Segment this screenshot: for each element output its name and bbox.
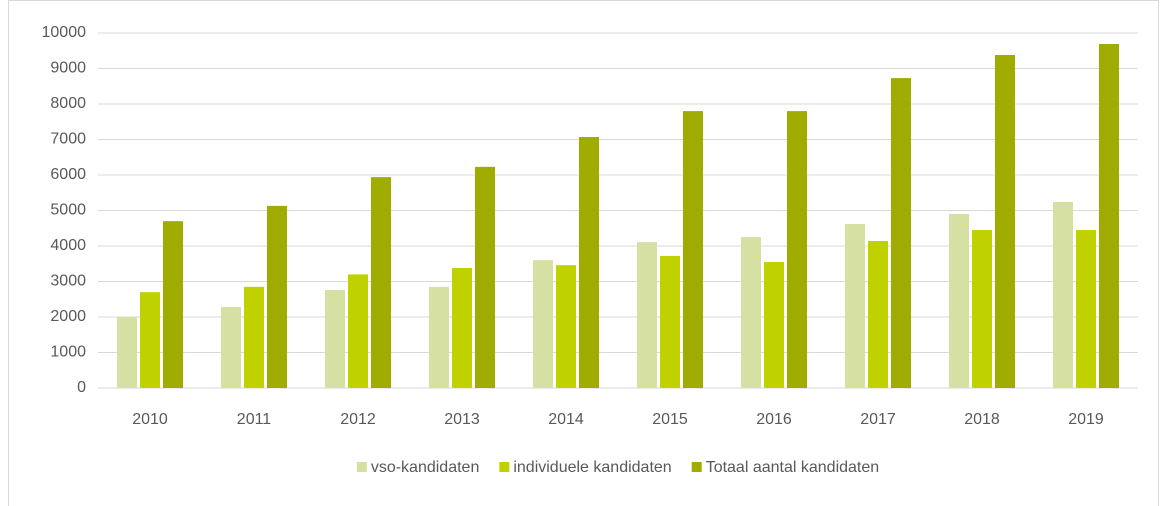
x-tick-label: 2010 xyxy=(132,411,168,428)
bar xyxy=(845,223,865,388)
y-tick-label: 2000 xyxy=(50,308,86,325)
bar xyxy=(163,221,183,388)
bar xyxy=(475,166,495,388)
bar xyxy=(949,214,969,388)
bar xyxy=(683,111,703,388)
bar xyxy=(660,255,680,388)
x-tick-label: 2018 xyxy=(964,411,1000,428)
bar xyxy=(972,230,992,388)
bar xyxy=(371,177,391,388)
bar xyxy=(221,307,241,388)
bar xyxy=(267,205,287,388)
y-tick-label: 7000 xyxy=(50,131,86,148)
bar xyxy=(891,78,911,389)
bar xyxy=(579,137,599,388)
bar xyxy=(868,241,888,388)
x-tick-label: 2014 xyxy=(548,411,584,428)
bar xyxy=(348,274,368,388)
bar xyxy=(995,55,1015,388)
bar xyxy=(787,111,807,388)
y-tick-label: 8000 xyxy=(50,95,86,112)
bar xyxy=(637,242,657,388)
legend-swatch xyxy=(691,462,702,472)
y-tick-label: 0 xyxy=(77,379,86,396)
bar xyxy=(1099,44,1119,388)
bar xyxy=(533,260,553,388)
bar xyxy=(764,261,784,388)
y-tick-label: 4000 xyxy=(50,237,86,254)
legend-label: vso-kandidaten xyxy=(371,459,480,476)
x-tick-label: 2013 xyxy=(444,411,480,428)
bar xyxy=(452,268,472,388)
bar xyxy=(140,292,160,388)
y-tick-label: 3000 xyxy=(50,273,86,290)
y-tick-label: 9000 xyxy=(50,60,86,77)
bar xyxy=(325,290,345,388)
y-tick-label: 5000 xyxy=(50,202,86,219)
bar xyxy=(1076,230,1096,388)
bar xyxy=(244,286,264,388)
y-tick-label: 6000 xyxy=(50,166,86,183)
bar xyxy=(429,286,449,388)
bar xyxy=(741,237,761,388)
legend-label: individuele kandidaten xyxy=(513,459,671,476)
bar xyxy=(117,317,137,388)
bar xyxy=(1053,201,1073,388)
y-tick-label: 10000 xyxy=(42,24,87,41)
x-tick-label: 2015 xyxy=(652,411,688,428)
y-tick-label: 1000 xyxy=(50,344,86,361)
legend-swatch xyxy=(356,462,367,472)
legend-swatch xyxy=(499,462,510,472)
x-tick-label: 2017 xyxy=(860,411,896,428)
x-tick-label: 2011 xyxy=(237,411,272,428)
bar xyxy=(556,265,576,388)
x-tick-label: 2019 xyxy=(1068,411,1104,428)
x-tick-label: 2012 xyxy=(340,411,376,428)
x-tick-label: 2016 xyxy=(756,411,792,428)
legend-label: Totaal aantal kandidaten xyxy=(706,459,879,476)
